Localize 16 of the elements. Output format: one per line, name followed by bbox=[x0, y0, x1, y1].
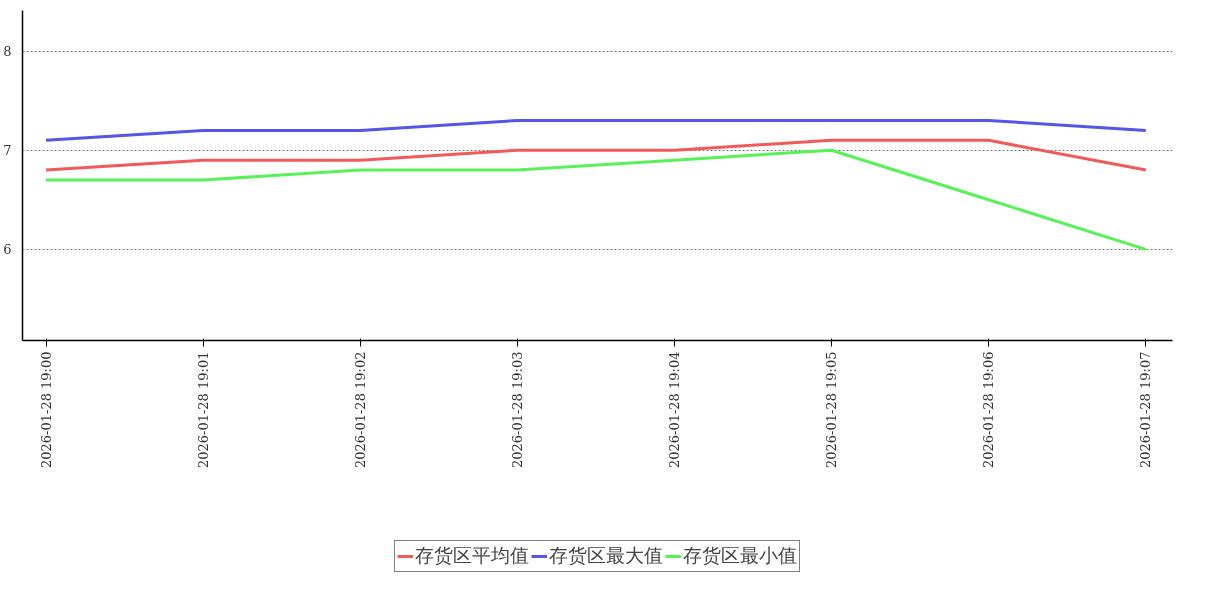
line-series bbox=[44, 138, 1148, 172]
x-tick-label: 2026-01-28 19:00 bbox=[38, 351, 54, 469]
line-series bbox=[44, 148, 1148, 251]
x-tick-label: 2026-01-28 19:07 bbox=[1138, 351, 1154, 469]
legend-label: 存货区最大值 bbox=[549, 543, 663, 568]
x-tick-label: 2026-01-28 19:01 bbox=[195, 351, 211, 469]
y-tick-label: 7 bbox=[3, 143, 12, 159]
x-tick-label: 2026-01-28 19:02 bbox=[352, 351, 368, 469]
legend-label: 存货区最小值 bbox=[683, 543, 797, 568]
x-tick-label: 2026-01-28 19:04 bbox=[666, 351, 682, 469]
y-tick-label: 8 bbox=[3, 44, 12, 60]
x-tick-label: 2026-01-28 19:03 bbox=[509, 351, 525, 469]
legend-label: 存货区平均值 bbox=[415, 543, 529, 568]
x-tick-label: 2026-01-28 19:06 bbox=[981, 351, 997, 469]
y-tick-label: 6 bbox=[3, 242, 12, 258]
x-tick-label: 2026-01-28 19:05 bbox=[824, 351, 840, 469]
